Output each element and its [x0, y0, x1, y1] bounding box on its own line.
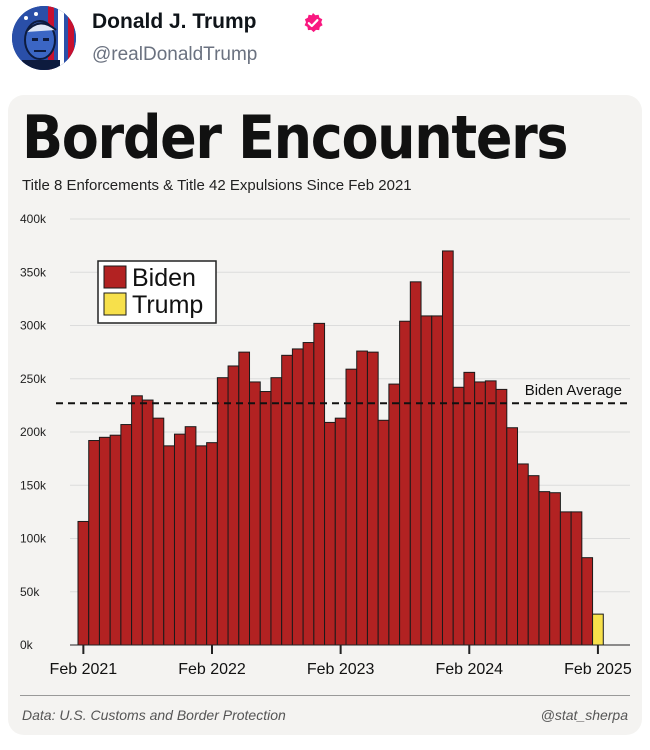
bar-biden [527, 475, 540, 646]
bar-biden [388, 383, 401, 646]
bar-biden [249, 381, 261, 646]
bar-biden [120, 424, 133, 646]
x-tick-label: Feb 2021 [50, 661, 118, 678]
bar-biden [302, 342, 315, 646]
bar-biden [206, 442, 218, 646]
bar-biden [98, 436, 111, 646]
verified-badge-icon [304, 13, 323, 33]
bar-biden [431, 315, 443, 646]
chart-image-card[interactable]: Border Encounters Title 8 Enforcements &… [8, 95, 642, 735]
bar-biden [452, 386, 465, 646]
display-name[interactable]: Donald J. Trump [92, 10, 257, 33]
y-tick-label: 250k [20, 372, 47, 386]
y-tick-label: 100k [20, 532, 47, 546]
bar-biden [377, 419, 390, 646]
bar-biden [173, 433, 186, 646]
bar-biden [109, 434, 122, 646]
bar-biden [163, 445, 175, 646]
bar-biden [291, 348, 304, 646]
post-header: Donald J. Trump @realDonaldTrump [0, 0, 650, 90]
bar-biden [324, 421, 336, 646]
bar-biden [216, 377, 229, 646]
y-tick-label: 200k [20, 425, 47, 439]
bar-biden [366, 351, 379, 646]
x-tick-label: Feb 2022 [178, 661, 246, 678]
x-tick-label: Feb 2025 [564, 661, 632, 678]
bar-biden [538, 491, 551, 646]
bar-biden [345, 368, 358, 646]
bar-biden [184, 426, 197, 646]
bar-biden [259, 391, 272, 646]
y-tick-label: 50k [20, 585, 40, 599]
bar-chart: 0k 50k 100k 150k 200k 250k 300k 350k 400k Feb 202… [20, 212, 632, 678]
legend-label-trump: Trump [132, 291, 203, 319]
chart-title: Border Encounters [22, 103, 569, 173]
data-source-note: Data: U.S. Customs and Border Protection [22, 707, 286, 723]
reference-line-label: Biden Average [525, 382, 622, 399]
bar-biden [581, 557, 594, 646]
bar-biden [506, 427, 519, 646]
bar-biden [334, 417, 347, 646]
y-tick-label: 300k [20, 319, 47, 333]
bar-biden [281, 354, 293, 646]
bar-biden [570, 511, 583, 646]
bar-biden [131, 395, 143, 646]
bar-biden [484, 380, 497, 646]
y-tick-label: 350k [20, 265, 47, 279]
chart-credit: @stat_sherpa [540, 707, 628, 723]
bar-biden [463, 371, 476, 646]
avatar-portrait-icon [12, 6, 76, 70]
bar-biden [356, 350, 368, 646]
bar-biden [517, 463, 529, 646]
bar-biden [270, 377, 283, 646]
bar-biden [88, 440, 100, 646]
y-tick-label: 150k [20, 478, 47, 492]
x-tick-label: Feb 2023 [307, 661, 375, 678]
bar-trump [592, 613, 604, 646]
bar-biden [238, 351, 251, 646]
bar-biden [152, 417, 165, 646]
bar-biden [441, 250, 454, 646]
legend-swatch-biden [103, 265, 127, 289]
footer-divider [20, 695, 630, 696]
bar-biden [409, 281, 422, 646]
bar-biden [399, 320, 411, 646]
bar-biden [313, 322, 326, 646]
bar-biden [77, 520, 90, 646]
bar-biden [420, 315, 433, 646]
bar-biden [141, 399, 154, 646]
bar-biden [195, 445, 208, 646]
y-tick-label: 0k [20, 638, 34, 652]
user-handle[interactable]: @realDonaldTrump [92, 44, 258, 65]
avatar[interactable] [12, 6, 76, 70]
bar-biden [495, 388, 508, 646]
bar-biden [474, 381, 486, 646]
x-tick-label: Feb 2024 [435, 661, 503, 678]
chart-subtitle: Title 8 Enforcements & Title 42 Expulsio… [22, 177, 412, 194]
bar-biden [559, 511, 572, 646]
legend-label-biden: Biden [132, 264, 196, 292]
legend-swatch-trump [103, 292, 127, 316]
y-tick-label: 400k [20, 212, 47, 226]
bar-biden [549, 492, 561, 646]
bar-biden [227, 365, 240, 646]
